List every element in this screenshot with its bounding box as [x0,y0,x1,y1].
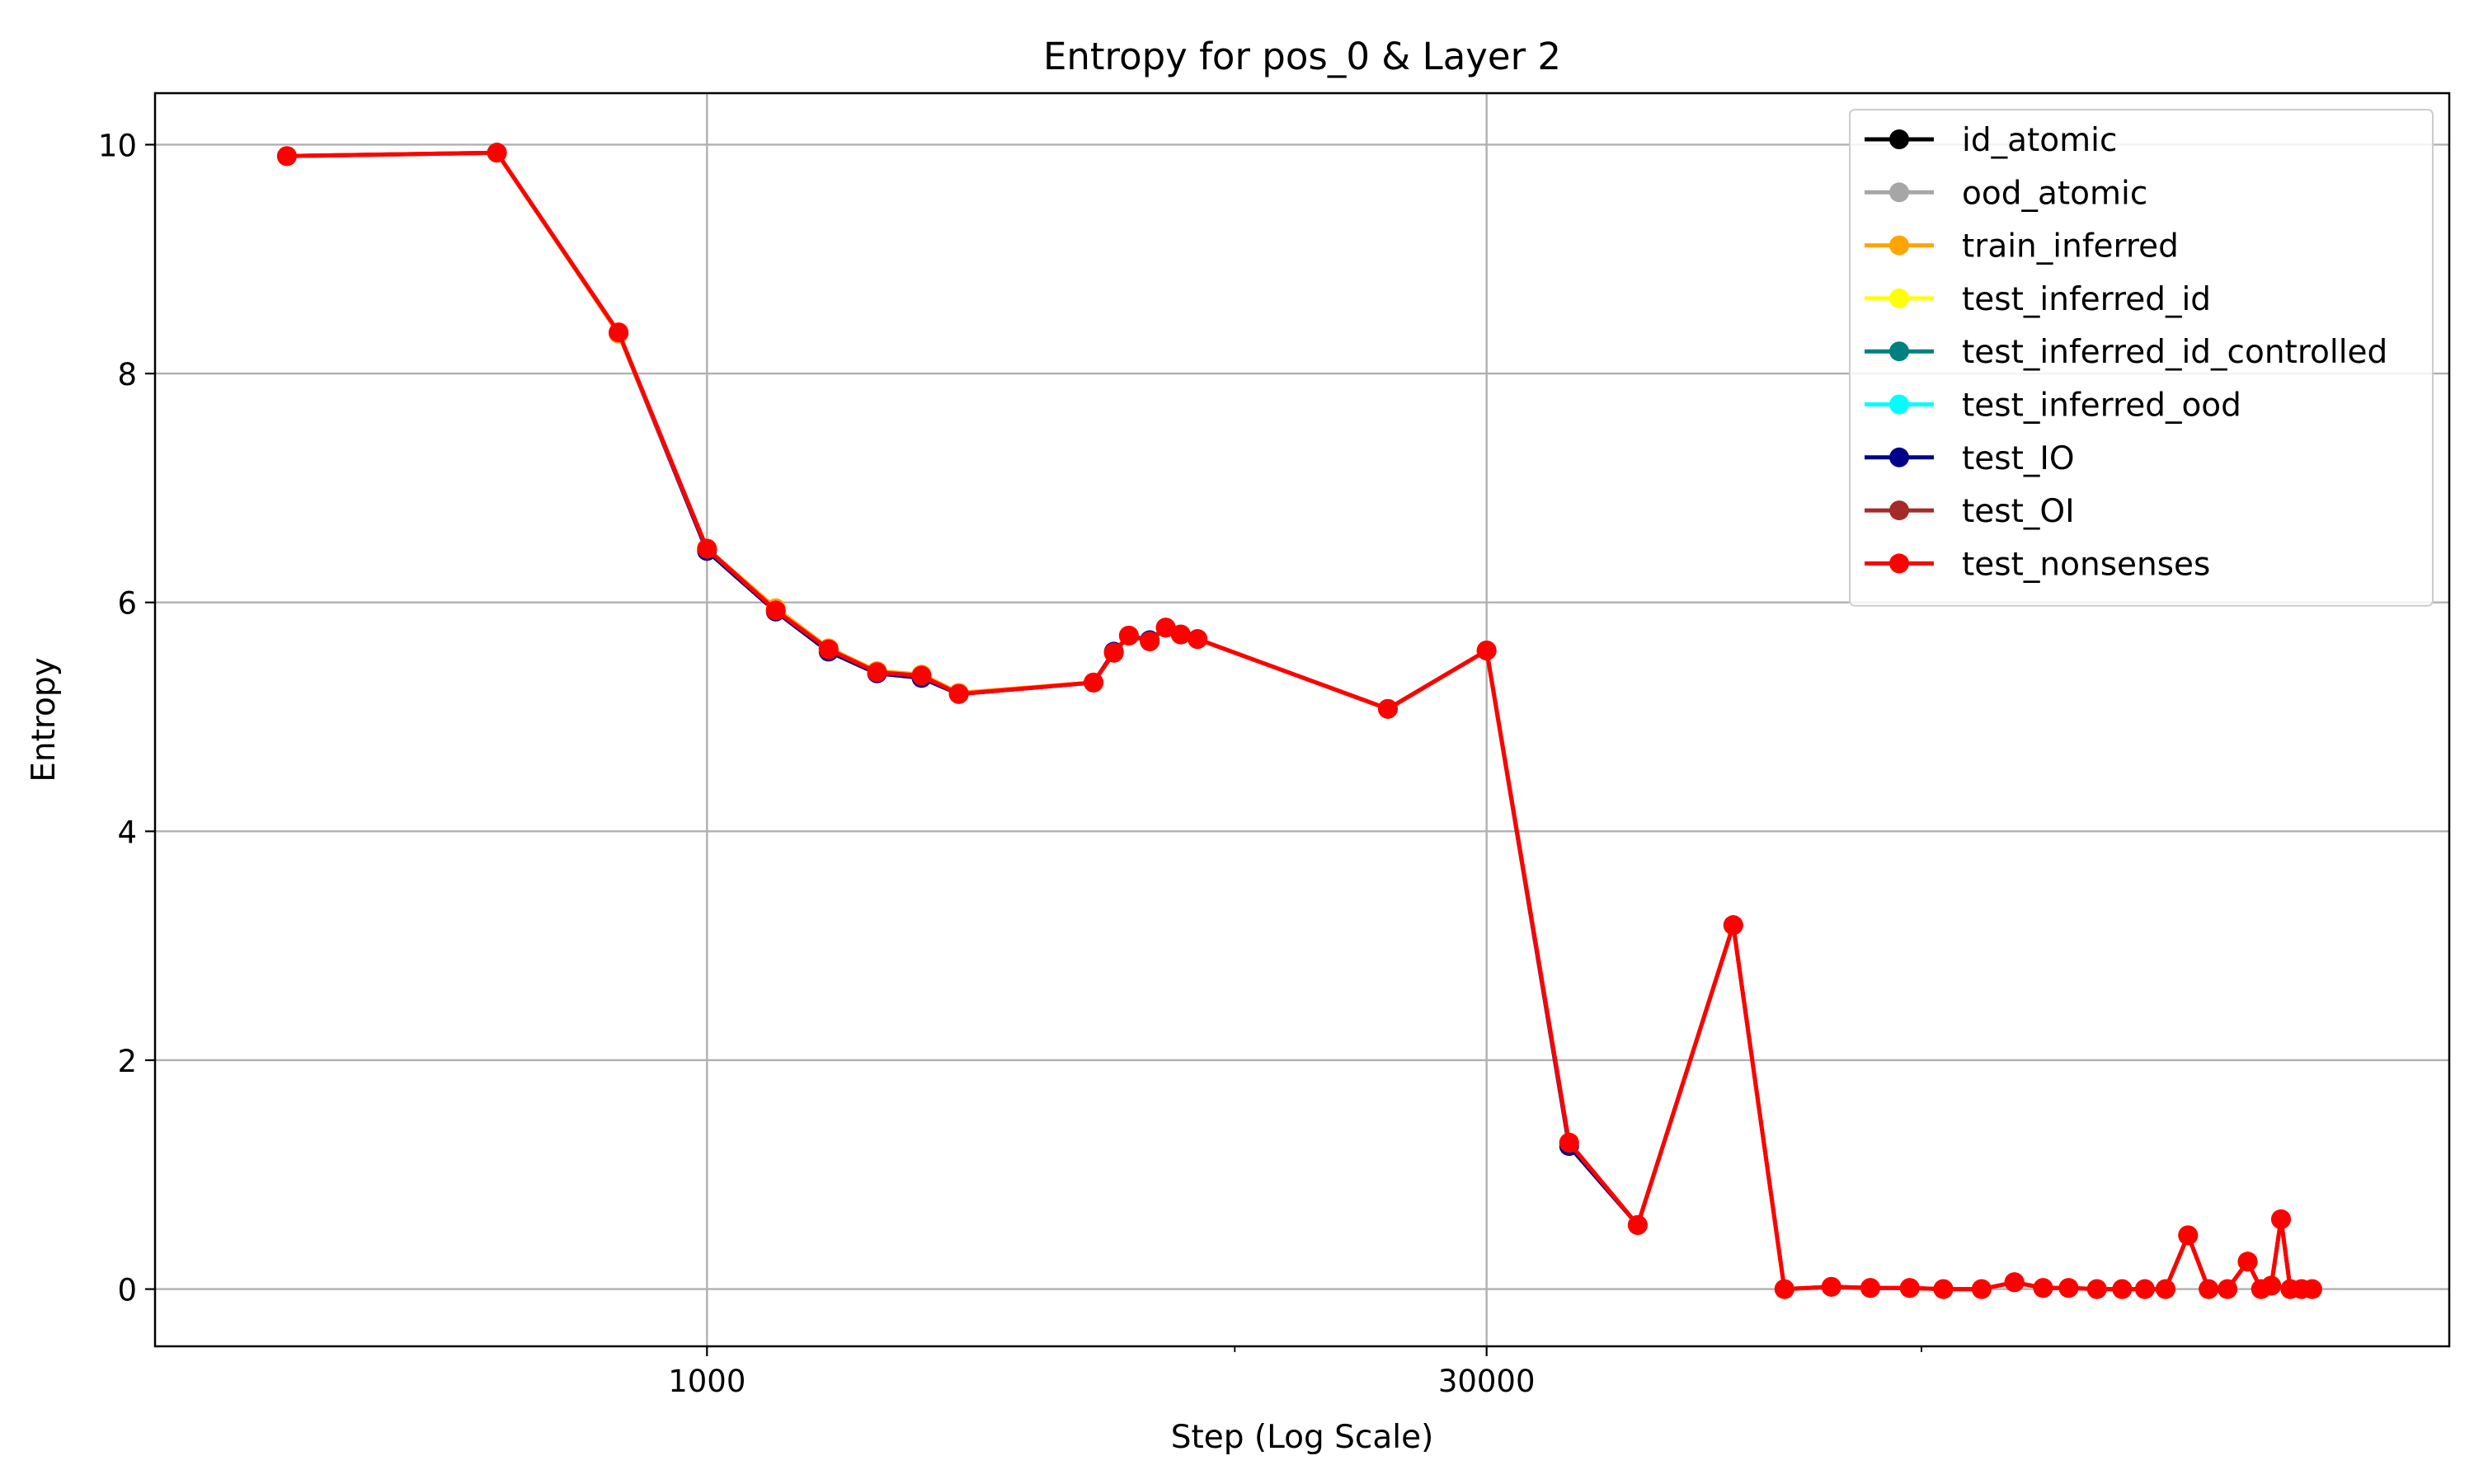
series-test_nonsenses [276,143,2322,1299]
axis-ticks: 0 2 4 6 8 10 1000 30000 [98,128,1922,1399]
data-point-test_nonsenses [2270,1209,2291,1229]
data-point-test_nonsenses [1821,1276,1841,1297]
legend-frame [1849,109,2434,607]
data-point-test_nonsenses [1899,1278,1920,1298]
data-point-test_nonsenses [818,639,839,660]
legend-marker-train_inferred [1889,235,1909,256]
x-axis-label: Step (Log Scale) [1171,1419,1434,1456]
data-point-test_nonsenses [1933,1279,1954,1299]
plot-frame [153,92,2451,1348]
legend-label-test_inferred_id_controlled: test_inferred_id_controlled [1962,334,2387,371]
data-point-test_nonsenses [276,146,297,167]
data-point-test_nonsenses [2112,1279,2133,1299]
legend-entry-ood_atomic: ood_atomic [1865,175,2147,212]
data-point-test_nonsenses [2004,1272,2025,1293]
data-point-test_nonsenses [487,143,507,163]
data-point-test_nonsenses [2261,1275,2282,1296]
data-point-test_nonsenses [2033,1278,2053,1298]
legend-entry-test_IO: test_IO [1865,440,2075,477]
data-point-test_nonsenses [1723,915,1743,936]
y-tick-label: 8 [117,357,137,392]
data-point-test_nonsenses [2134,1279,2155,1299]
data-point-test_nonsenses [1860,1278,1880,1298]
legend-label-id_atomic: id_atomic [1962,122,2117,159]
grid-lines [155,93,2449,1346]
data-point-test_nonsenses [1140,631,1160,651]
data-point-test_nonsenses [1377,698,1398,719]
data-point-test_nonsenses [1774,1279,1794,1299]
data-point-test_nonsenses [1084,672,1104,693]
legend-label-test_inferred_id: test_inferred_id [1962,281,2211,318]
data-point-test_nonsenses [867,662,887,683]
y-tick-label: 4 [117,815,137,850]
y-tick-label: 10 [98,128,137,163]
data-point-test_nonsenses [1118,625,1139,646]
legend-marker-test_inferred_ood [1889,394,1909,415]
data-point-test_nonsenses [1155,618,1176,638]
data-point-test_nonsenses [2302,1279,2322,1299]
data-point-test_nonsenses [2218,1279,2238,1299]
plot-series [276,143,2322,1299]
data-point-test_nonsenses [2155,1279,2175,1299]
data-point-test_nonsenses [765,600,786,621]
data-point-test_nonsenses [1627,1214,1648,1235]
legend-label-test_nonsenses: test_nonsenses [1962,546,2210,583]
legend-entry-train_inferred: train_inferred [1865,228,2179,265]
data-point-test_nonsenses [948,683,969,704]
x-tick-label: 30000 [1438,1364,1536,1399]
y-tick-label: 0 [117,1273,137,1308]
legend-marker-test_inferred_id_controlled [1889,341,1909,362]
legend-marker-ood_atomic [1889,182,1909,203]
data-point-test_nonsenses [911,665,932,686]
x-tick-label: 1000 [668,1364,745,1399]
data-point-test_nonsenses [1559,1132,1579,1153]
data-point-test_nonsenses [2086,1279,2107,1299]
chart-title: Entropy for pos_0 & Layer 2 [1043,35,1561,78]
legend-marker-test_IO [1889,447,1909,467]
data-point-test_nonsenses [697,538,717,559]
data-point-test_nonsenses [1188,629,1208,650]
legend-marker-id_atomic [1889,129,1909,149]
legend-entry-test_OI: test_OI [1865,493,2075,530]
legend-entry-id_atomic: id_atomic [1865,122,2117,159]
legend-entry-test_nonsenses: test_nonsenses [1865,546,2210,583]
y-axis-label: Entropy [26,657,63,782]
legend-entry-test_inferred_id: test_inferred_id [1865,281,2211,318]
data-point-test_nonsenses [1971,1279,1992,1299]
legend-entry-test_inferred_id_controlled: test_inferred_id_controlled [1865,334,2387,371]
legend-label-ood_atomic: ood_atomic [1962,175,2147,212]
y-tick-label: 6 [117,586,137,622]
data-point-test_nonsenses [2237,1252,2258,1272]
data-point-test_nonsenses [1170,624,1191,645]
data-point-test_nonsenses [609,322,629,343]
data-point-test_nonsenses [2178,1225,2199,1246]
data-point-test_nonsenses [1476,641,1497,661]
data-point-test_nonsenses [2199,1279,2219,1299]
legend-label-test_inferred_ood: test_inferred_ood [1962,387,2241,425]
legend-marker-test_OI [1889,500,1909,521]
legend-marker-test_inferred_id [1889,288,1909,308]
legend-marker-test_nonsenses [1889,553,1909,574]
data-point-test_nonsenses [2058,1278,2079,1298]
legend-label-test_IO: test_IO [1962,440,2075,477]
legend: id_atomic ood_atomic train_inferred test_in… [1849,109,2434,607]
data-point-test_nonsenses [1103,642,1124,663]
legend-label-train_inferred: train_inferred [1962,228,2179,265]
legend-entry-test_inferred_ood: test_inferred_ood [1865,387,2241,425]
y-tick-label: 2 [117,1044,137,1079]
legend-label-test_OI: test_OI [1962,493,2075,530]
